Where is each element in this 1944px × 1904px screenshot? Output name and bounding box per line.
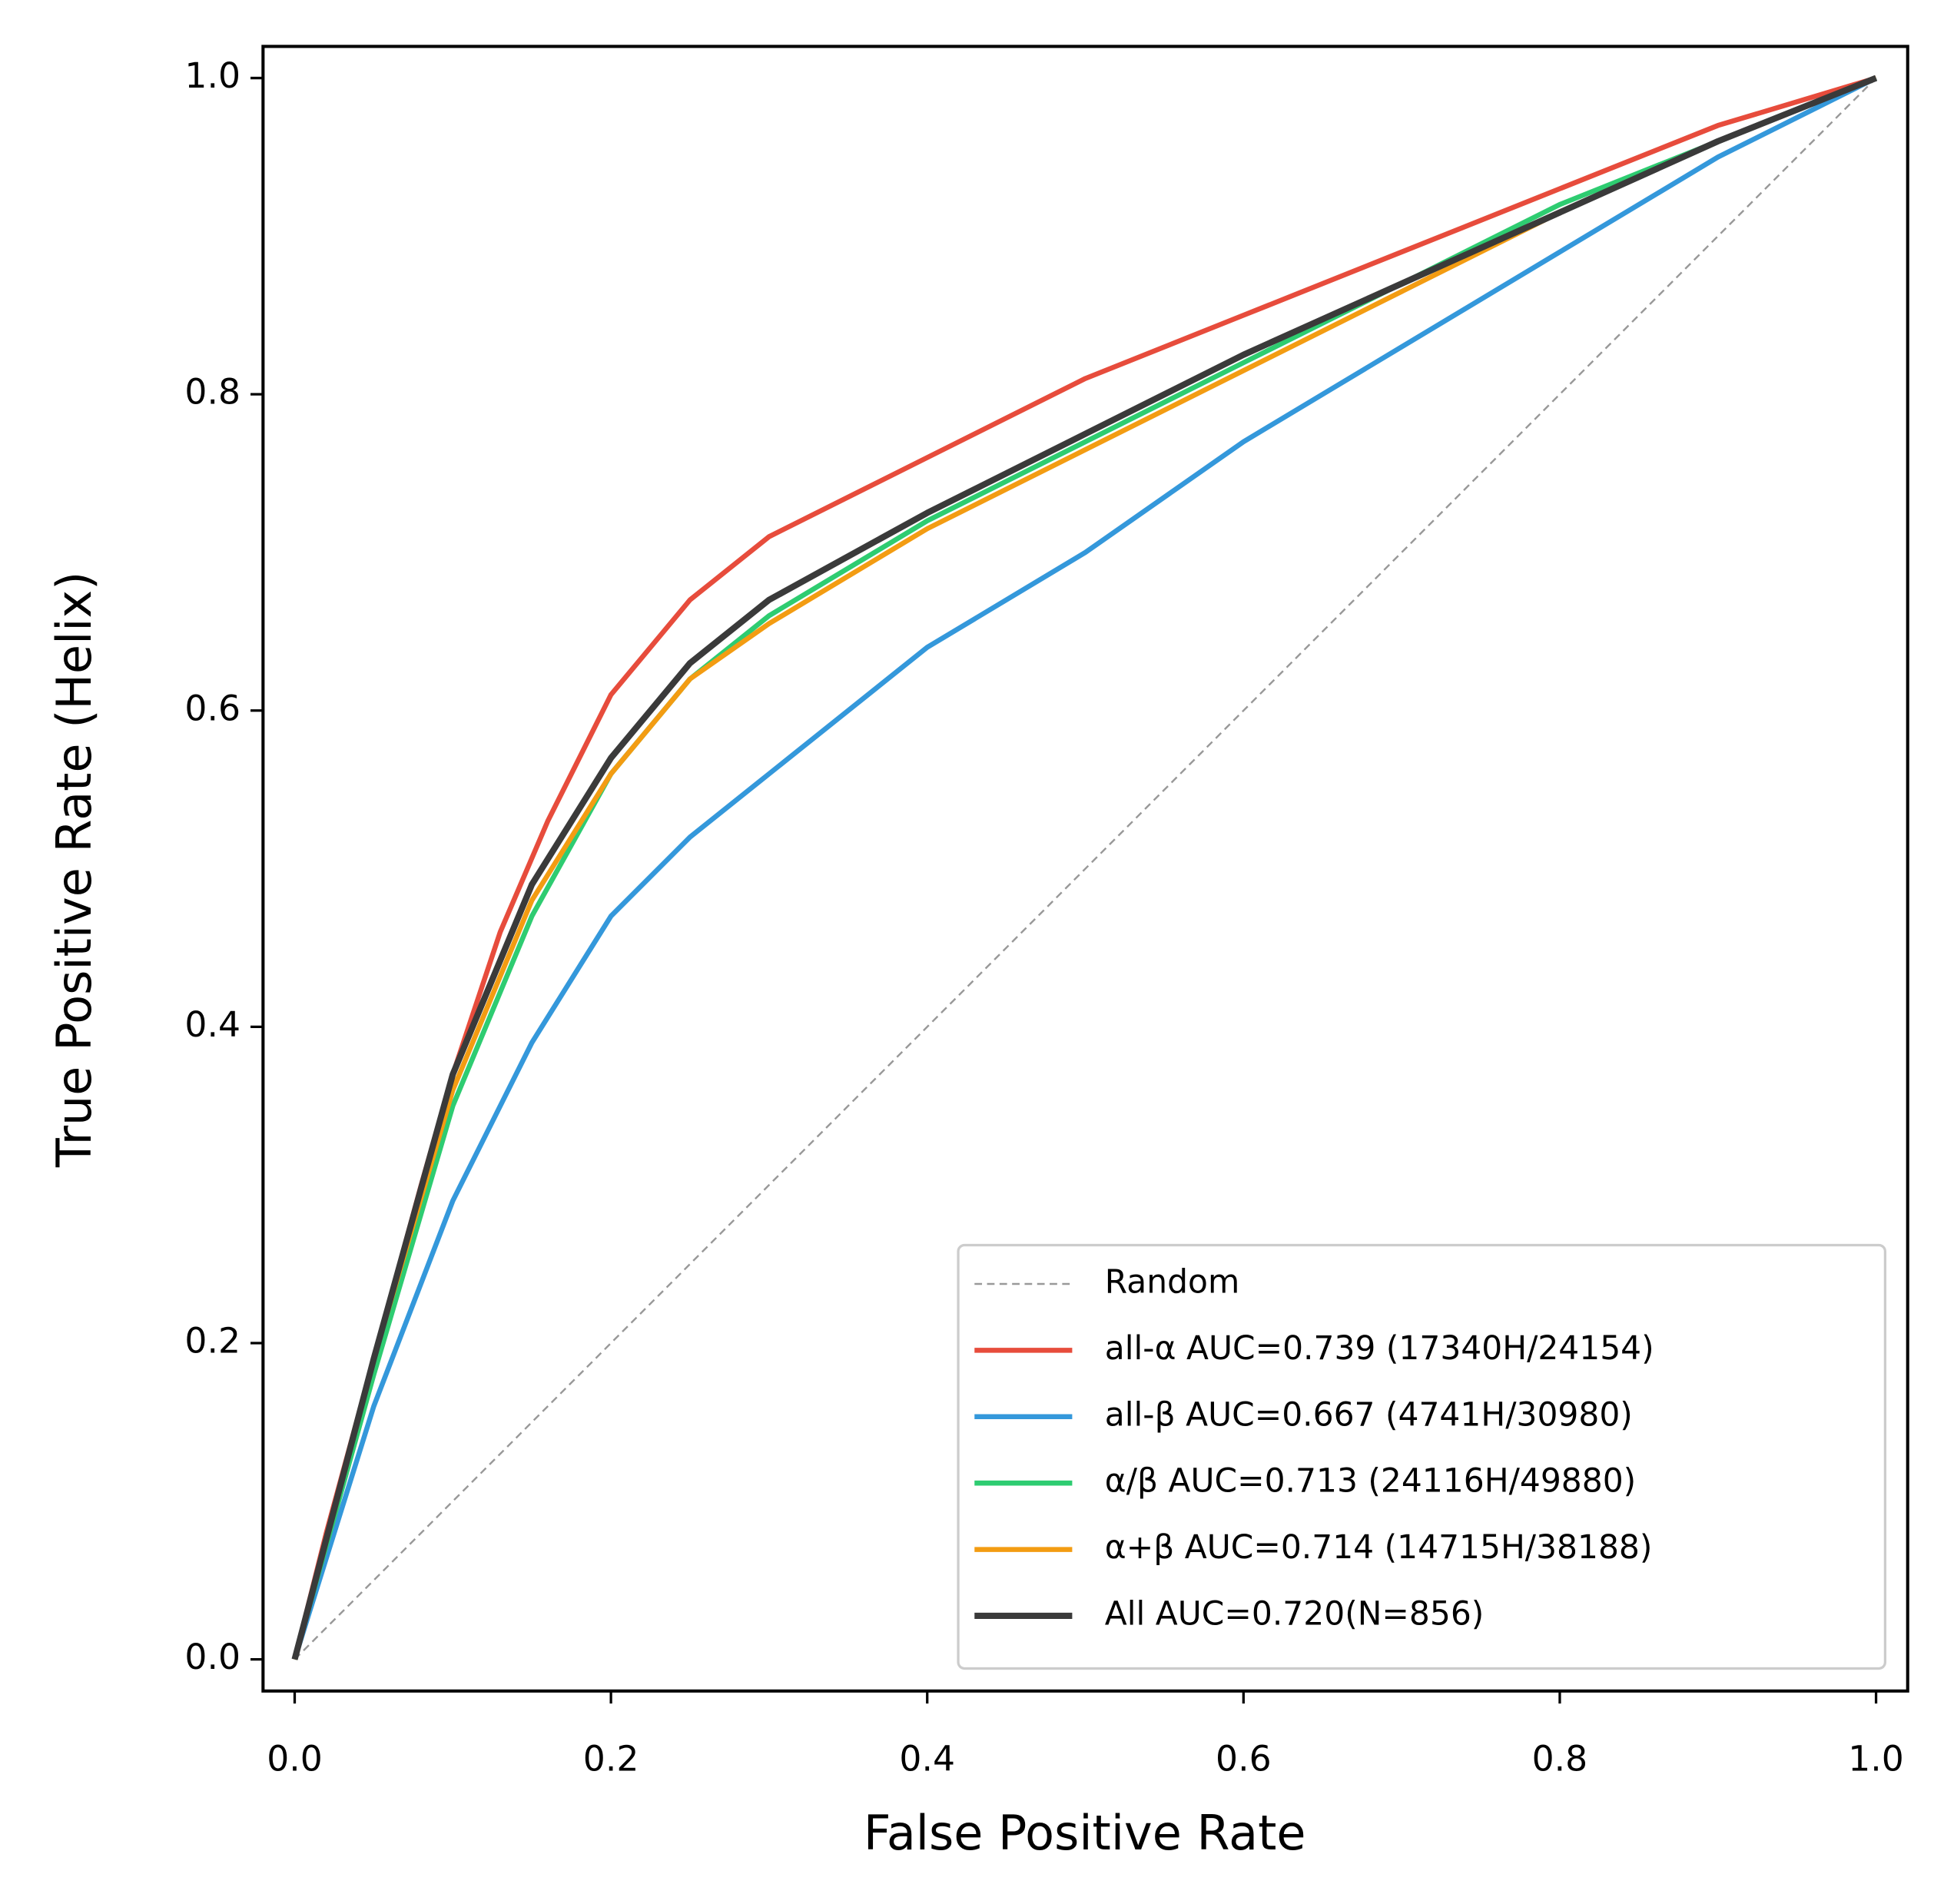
series-line <box>292 75 1878 1660</box>
legend-box <box>957 1243 1887 1670</box>
x-tick-label: 0.4 <box>899 1739 955 1780</box>
series-line <box>291 75 1878 1660</box>
x-tick-label: 0.8 <box>1532 1739 1588 1780</box>
x-axis-label: False Positive Rate <box>864 1806 1306 1861</box>
y-tick-label: 1.0 <box>184 55 241 96</box>
legend-label: α+β AUC=0.714 (14715H/38188) <box>1105 1528 1653 1566</box>
x-tick-label: 0.2 <box>583 1739 639 1780</box>
legend-label: All AUC=0.720(N=856) <box>1105 1594 1485 1632</box>
plot-frame <box>261 45 1909 1693</box>
series-line <box>292 75 1877 1660</box>
y-tick-label: 0.4 <box>184 1004 241 1045</box>
legend-label: all-α AUC=0.739 (17340H/24154) <box>1105 1329 1654 1367</box>
y-tick-label: 0.0 <box>184 1637 241 1677</box>
y-tick-label: 0.8 <box>184 372 241 413</box>
y-axis-label: True Positive Rate (Helix) <box>47 572 102 1169</box>
legend-label: α/β AUC=0.713 (24116H/49880) <box>1105 1462 1636 1500</box>
x-tick-label: 0.0 <box>267 1739 323 1780</box>
x-tick-label: 0.6 <box>1216 1739 1272 1780</box>
y-tick-label: 0.2 <box>184 1321 241 1362</box>
series-line <box>294 77 1877 1660</box>
legend-label: all-β AUC=0.667 (4741H/30980) <box>1105 1395 1633 1433</box>
legend-label: Random <box>1105 1262 1239 1300</box>
y-tick-label: 0.6 <box>184 688 241 728</box>
x-tick-label: 1.0 <box>1848 1739 1904 1780</box>
